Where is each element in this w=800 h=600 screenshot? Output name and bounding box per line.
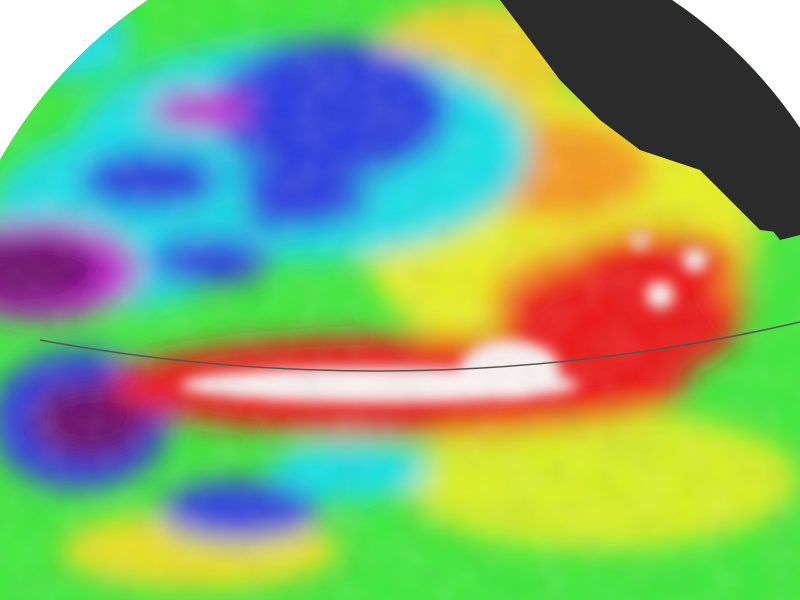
central-america-landmass: [740, 200, 800, 240]
north-america-landmass: [500, 0, 800, 235]
equator-line: [39, 321, 800, 372]
